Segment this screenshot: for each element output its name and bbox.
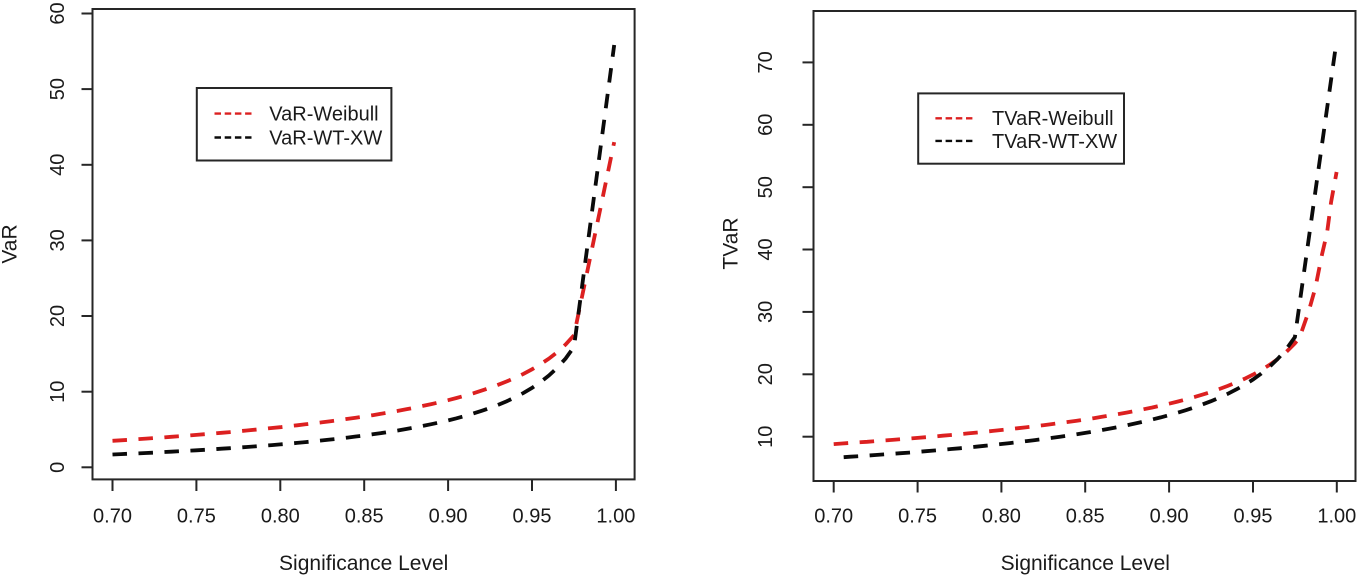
svg-text:0.90: 0.90 xyxy=(429,506,468,528)
svg-text:0.90: 0.90 xyxy=(1150,506,1189,528)
svg-text:1.00: 1.00 xyxy=(1317,506,1356,528)
svg-text:70: 70 xyxy=(755,51,777,73)
svg-text:0.85: 0.85 xyxy=(345,506,384,528)
svg-text:60: 60 xyxy=(47,2,69,24)
svg-text:TVaR-WT-XW: TVaR-WT-XW xyxy=(992,131,1117,153)
svg-text:50: 50 xyxy=(47,78,69,100)
svg-text:0.80: 0.80 xyxy=(982,506,1021,528)
svg-text:0.95: 0.95 xyxy=(1234,506,1273,528)
svg-text:Significance Level: Significance Level xyxy=(1001,552,1170,575)
svg-text:0.70: 0.70 xyxy=(93,506,132,528)
svg-text:VaR-WT-XW: VaR-WT-XW xyxy=(269,127,382,149)
svg-text:40: 40 xyxy=(47,154,69,176)
svg-text:60: 60 xyxy=(755,114,777,136)
svg-text:TVaR-Weibull: TVaR-Weibull xyxy=(992,108,1114,130)
svg-text:VaR-Weibull: VaR-Weibull xyxy=(269,104,378,126)
svg-text:40: 40 xyxy=(755,238,777,260)
svg-text:0.80: 0.80 xyxy=(261,506,300,528)
svg-text:0: 0 xyxy=(47,462,69,473)
svg-text:0.75: 0.75 xyxy=(177,506,216,528)
svg-text:Significance Level: Significance Level xyxy=(279,552,448,575)
svg-text:TVaR: TVaR xyxy=(720,217,743,269)
svg-text:0.70: 0.70 xyxy=(814,506,853,528)
svg-text:1.00: 1.00 xyxy=(596,506,635,528)
svg-text:10: 10 xyxy=(755,426,777,448)
svg-text:30: 30 xyxy=(47,229,69,251)
svg-text:20: 20 xyxy=(47,305,69,327)
svg-text:VaR: VaR xyxy=(0,224,22,263)
svg-text:0.95: 0.95 xyxy=(513,506,552,528)
svg-text:10: 10 xyxy=(47,381,69,403)
svg-text:20: 20 xyxy=(755,363,777,385)
svg-text:0.75: 0.75 xyxy=(898,506,937,528)
svg-text:30: 30 xyxy=(755,301,777,323)
svg-text:50: 50 xyxy=(755,176,777,198)
svg-text:0.85: 0.85 xyxy=(1066,506,1105,528)
